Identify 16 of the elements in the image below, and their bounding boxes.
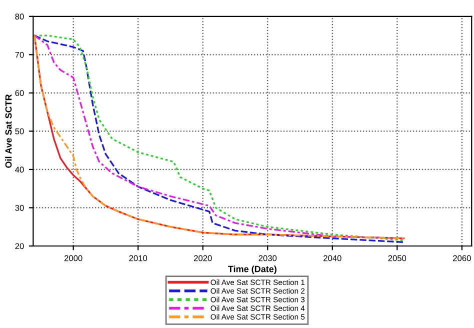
x-tick-label: 2010 (129, 255, 148, 262)
y-tick-label: 50 (15, 128, 24, 134)
x-tick-label: 2040 (324, 255, 342, 262)
y-tick-label: 80 (15, 14, 24, 20)
y-tick-label: 20 (15, 243, 24, 250)
y-axis-title: Oil Ave Sat SCTR (5, 94, 12, 168)
x-tick-label: 2060 (453, 255, 471, 262)
x-tick-label: 2030 (258, 255, 277, 262)
y-tick-label: 40 (15, 166, 24, 173)
x-tick-label: 2050 (388, 255, 406, 262)
x-tick-label: 2000 (64, 255, 82, 262)
y-tick-label: 30 (15, 204, 24, 211)
y-tick-label: 60 (15, 90, 24, 96)
x-tick-label: 2020 (194, 255, 212, 262)
y-tick-label: 70 (15, 52, 24, 58)
x-axis-title: Time (Date) (228, 266, 276, 274)
